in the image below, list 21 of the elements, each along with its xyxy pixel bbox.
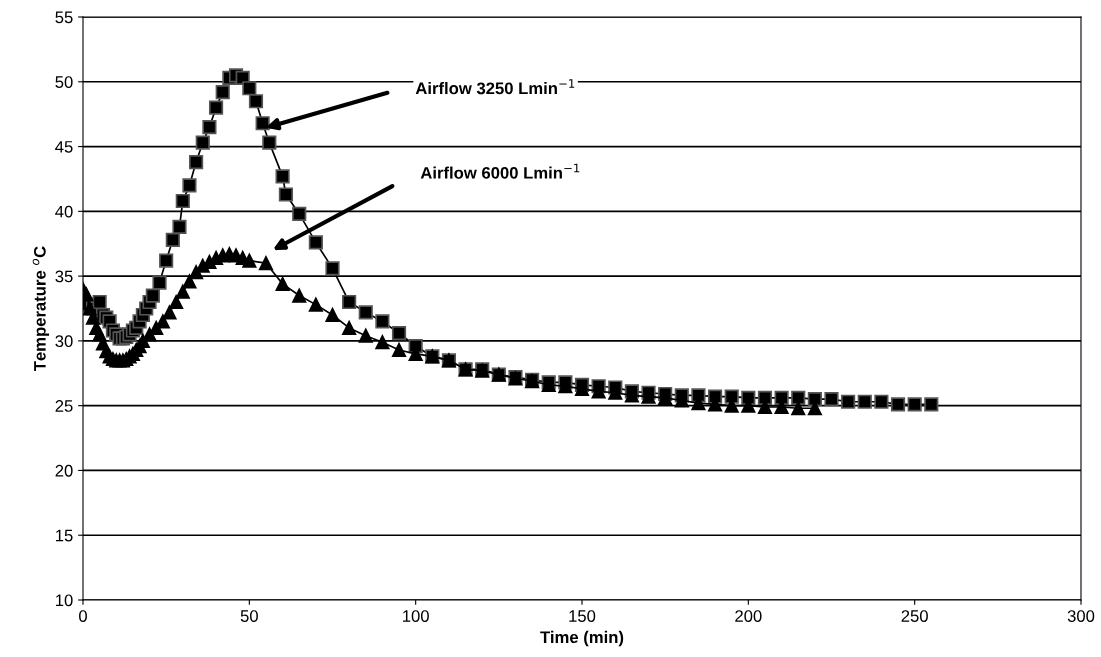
y-tick-label: 10 bbox=[56, 594, 73, 607]
y-tick-label: 55 bbox=[55, 11, 73, 24]
y-tick-label: 20 bbox=[55, 464, 73, 477]
y-tick-label: 15 bbox=[56, 529, 73, 542]
x-axis-title: Time (min) bbox=[540, 630, 624, 647]
y-axis-title: Temperature $^{o}$C bbox=[32, 246, 50, 372]
x-tick-label: 200 bbox=[735, 610, 762, 622]
x-tick-label: 50 bbox=[240, 610, 258, 622]
y-tick-label: 35 bbox=[55, 270, 73, 283]
annotation: Airflow 3250 Lmin$^{−1}$ bbox=[415, 79, 575, 95]
annotation: Airflow 6000 Lmin$^{−1}$ bbox=[420, 163, 580, 179]
x-tick-label: 250 bbox=[901, 610, 928, 622]
x-tick-label: 150 bbox=[569, 610, 596, 622]
x-tick-label: 300 bbox=[1067, 610, 1095, 622]
y-tick-label: 25 bbox=[55, 400, 73, 412]
x-tick-label: 0 bbox=[79, 610, 87, 622]
y-tick-label: 50 bbox=[55, 76, 73, 88]
y-tick-label: 30 bbox=[55, 335, 73, 348]
x-tick-label: 100 bbox=[403, 610, 429, 622]
y-tick-label: 45 bbox=[55, 141, 73, 153]
y-tick-label: 40 bbox=[55, 205, 73, 218]
